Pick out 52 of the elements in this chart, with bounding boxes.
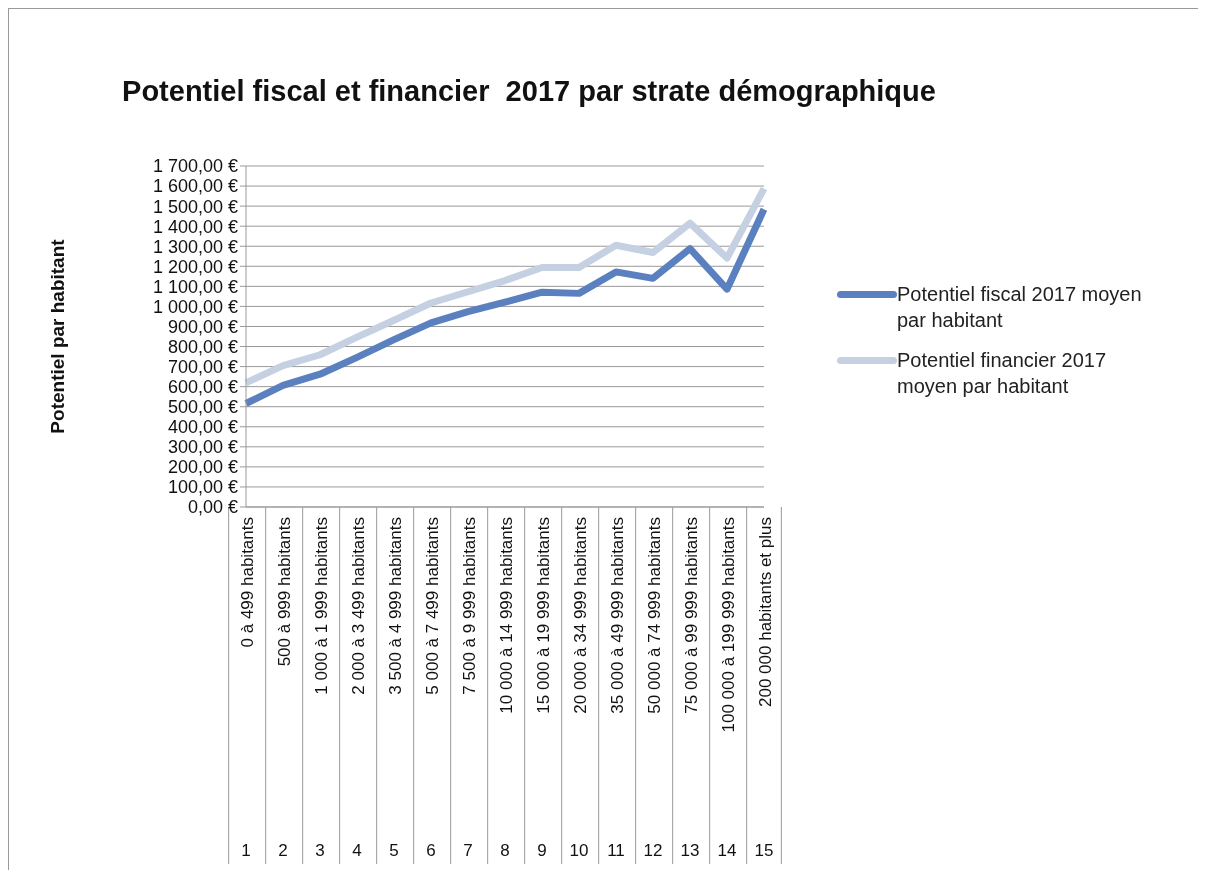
text: 8 bbox=[500, 841, 510, 860]
chart-title: Potentiel fiscal et financier 2017 par strate démographique bbox=[121, 75, 937, 108]
x-tick-label: 3 500 à 4 999 habitants bbox=[386, 517, 405, 695]
y-tick-label: 600,00 € bbox=[167, 377, 238, 398]
text: 15 bbox=[754, 841, 774, 860]
text: 11 bbox=[607, 841, 625, 860]
x-tick-label: 0 à 499 habitants bbox=[238, 517, 257, 648]
y-tick-label: 1 300,00 € bbox=[152, 236, 238, 257]
text: 5 bbox=[389, 841, 399, 860]
legend-label: Potentiel fiscal 2017 moyen par habitant bbox=[897, 282, 1143, 333]
x-tick-label: 20 000 à 34 999 habitants bbox=[571, 517, 590, 714]
y-tick-label: 0,00 € bbox=[187, 497, 238, 518]
y-tick-label: 1 500,00 € bbox=[152, 196, 238, 217]
x-tick-label: 5 000 à 7 499 habitants bbox=[423, 517, 442, 695]
text: 2 bbox=[278, 841, 288, 860]
x-tick-label: 50 000 à 74 999 habitants bbox=[645, 517, 664, 714]
text: 4 bbox=[352, 841, 362, 860]
y-tick-label: 800,00 € bbox=[167, 336, 238, 357]
x-tick-label: 100 000 à 199 999 habitants bbox=[719, 517, 738, 733]
legend-label: Potentiel financier 2017 moyen par habitant bbox=[897, 348, 1108, 399]
text: 1 bbox=[241, 841, 251, 860]
y-tick-label: 300,00 € bbox=[167, 437, 238, 458]
y-tick-label: 1 600,00 € bbox=[152, 176, 238, 197]
text: 3 bbox=[315, 841, 325, 860]
x-tick-label: 7 500 à 9 999 habitants bbox=[460, 517, 479, 695]
x-tick-label: 1 000 à 1 999 habitants bbox=[312, 517, 331, 695]
y-tick-label: 1 700,00 € bbox=[152, 156, 238, 177]
x-tick-label: 75 000 à 99 999 habitants bbox=[682, 517, 701, 714]
y-tick-label: 1 100,00 € bbox=[152, 276, 238, 297]
x-tick-label: 200 000 habitants et plus bbox=[756, 517, 775, 707]
x-tick-label: 10 000 à 14 999 habitants bbox=[497, 517, 516, 714]
x-tick-label: 15 000 à 19 999 habitants bbox=[534, 517, 553, 714]
x-tick-label: 500 à 999 habitants bbox=[275, 517, 294, 667]
y-tick-label: 1 200,00 € bbox=[152, 256, 238, 277]
x-tick-label: 2 000 à 3 499 habitants bbox=[349, 517, 368, 695]
text: 14 bbox=[717, 841, 737, 860]
text: 10 bbox=[569, 841, 589, 860]
y-tick-label: 1 400,00 € bbox=[152, 216, 238, 237]
text: 7 bbox=[463, 841, 473, 860]
y-axis-title: Potentiel par habitant bbox=[46, 238, 68, 434]
y-tick-label: 400,00 € bbox=[167, 417, 238, 438]
y-tick-label: 1 000,00 € bbox=[152, 296, 238, 317]
y-tick-label: 500,00 € bbox=[167, 397, 238, 418]
y-tick-label: 700,00 € bbox=[167, 356, 238, 377]
y-tick-label: 100,00 € bbox=[167, 477, 238, 498]
text: 13 bbox=[680, 841, 700, 860]
text: 12 bbox=[643, 841, 663, 860]
y-tick-label: 900,00 € bbox=[167, 316, 238, 337]
text: 6 bbox=[426, 841, 436, 860]
text: 9 bbox=[537, 841, 547, 860]
y-tick-label: 200,00 € bbox=[167, 457, 238, 478]
x-tick-label: 35 000 à 49 999 habitants bbox=[608, 517, 627, 714]
